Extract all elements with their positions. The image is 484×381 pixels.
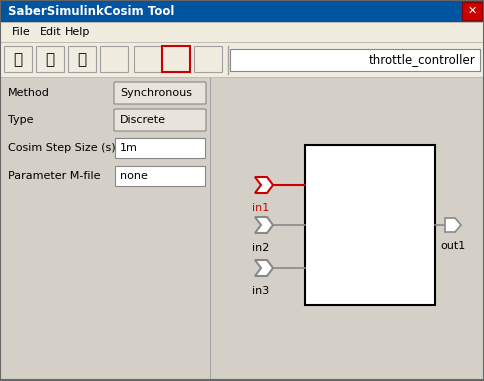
Bar xyxy=(100,46,128,72)
Text: File: File xyxy=(12,27,30,37)
Bar xyxy=(194,46,222,72)
Bar xyxy=(0,22,484,42)
Bar xyxy=(304,145,434,305)
Polygon shape xyxy=(255,217,272,233)
Text: Type: Type xyxy=(8,115,33,125)
Polygon shape xyxy=(255,177,272,193)
Bar xyxy=(461,2,481,20)
Text: Cosim Step Size (s): Cosim Step Size (s) xyxy=(8,143,115,153)
Bar xyxy=(68,46,96,72)
Bar xyxy=(210,78,211,381)
Text: Discrete: Discrete xyxy=(120,115,166,125)
Text: Parameter M-file: Parameter M-file xyxy=(8,171,100,181)
Bar xyxy=(214,78,484,381)
Text: 📂: 📂 xyxy=(45,53,54,67)
Bar xyxy=(36,46,64,72)
Bar xyxy=(229,49,479,71)
Text: in2: in2 xyxy=(252,243,269,253)
Text: SaberSimulinkCosim Tool: SaberSimulinkCosim Tool xyxy=(8,5,174,18)
Bar xyxy=(162,46,190,72)
Bar xyxy=(4,46,32,72)
Bar xyxy=(0,42,484,78)
Text: in1: in1 xyxy=(252,203,269,213)
Text: Help: Help xyxy=(65,27,90,37)
Text: out1: out1 xyxy=(439,241,465,251)
Text: Method: Method xyxy=(8,88,50,98)
FancyBboxPatch shape xyxy=(114,82,206,104)
Bar xyxy=(0,78,484,381)
Text: Synchronous: Synchronous xyxy=(120,88,192,98)
Text: in3: in3 xyxy=(252,286,269,296)
Bar xyxy=(115,138,205,158)
Text: Edit: Edit xyxy=(40,27,61,37)
Text: none: none xyxy=(120,171,148,181)
Text: 💾: 💾 xyxy=(77,53,86,67)
FancyBboxPatch shape xyxy=(114,109,206,131)
Bar xyxy=(0,78,210,381)
Bar xyxy=(134,46,162,72)
Text: throttle_controller: throttle_controller xyxy=(367,53,474,67)
Text: 📄: 📄 xyxy=(14,53,23,67)
Text: ✕: ✕ xyxy=(467,6,476,16)
Text: 1m: 1m xyxy=(120,143,137,153)
Bar xyxy=(0,22,484,42)
Bar xyxy=(0,42,484,43)
Polygon shape xyxy=(255,260,272,276)
Polygon shape xyxy=(444,218,460,232)
Bar xyxy=(0,0,484,22)
Bar xyxy=(0,77,484,78)
Bar xyxy=(115,166,205,186)
